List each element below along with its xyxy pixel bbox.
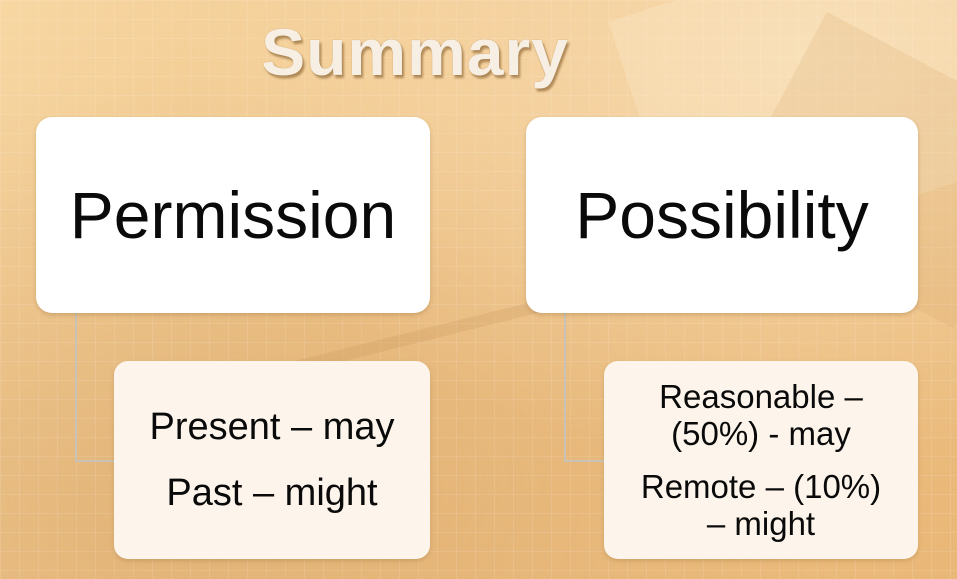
possibility-remote-item: Remote – (10%) – might	[641, 468, 881, 542]
possibility-box: Possibility	[526, 117, 918, 313]
possibility-remote-line1: Remote – (10%)	[640, 468, 882, 505]
permission-detail-box: Present – may Past – might	[114, 361, 430, 559]
possibility-reasonable-line1: Reasonable –	[659, 378, 863, 415]
permission-present-text: Present – may	[149, 406, 395, 448]
permission-box: Permission	[36, 117, 430, 313]
permission-heading: Permission	[69, 178, 397, 252]
connector-line-permission	[75, 313, 117, 462]
possibility-heading: Possibility	[575, 178, 869, 252]
permission-past-text: Past – might	[166, 472, 378, 514]
possibility-reasonable-item: Reasonable – (50%) - may	[659, 378, 863, 452]
slide-title: Summary	[261, 15, 569, 89]
possibility-remote-line2: – might	[706, 505, 816, 542]
possibility-detail-box: Reasonable – (50%) - may Remote – (10%) …	[604, 361, 918, 559]
connector-line-possibility	[564, 313, 608, 462]
possibility-reasonable-line2: (50%) - may	[671, 415, 851, 452]
